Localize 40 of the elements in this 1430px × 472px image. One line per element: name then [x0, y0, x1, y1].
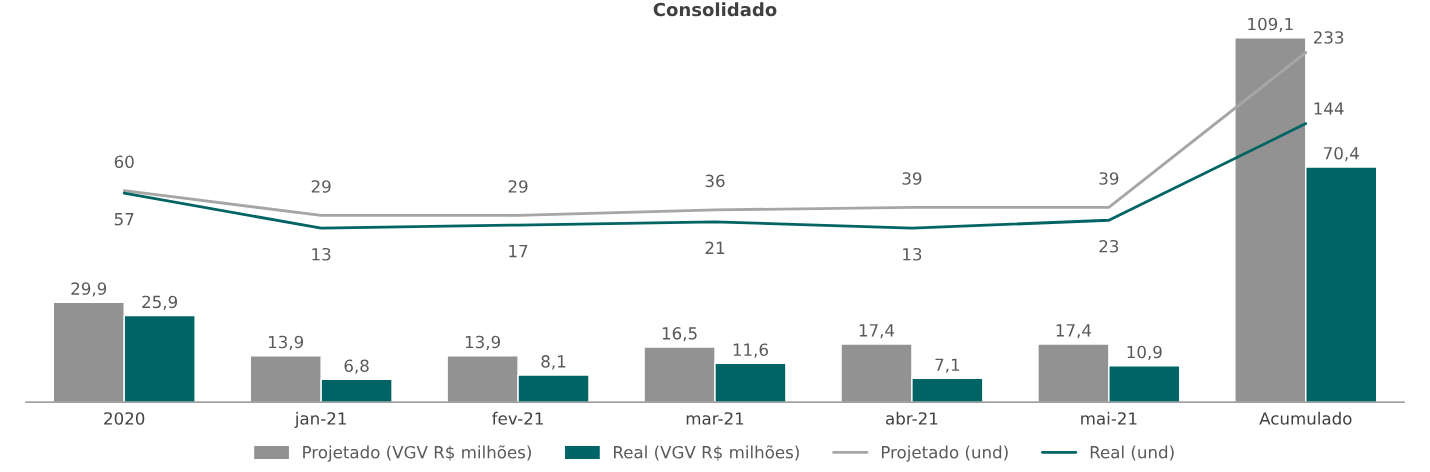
x-tick-label: mai-21	[1081, 411, 1137, 425]
data-label: 233	[1313, 31, 1344, 44]
data-label: 13	[903, 247, 922, 261]
data-label: 21	[705, 241, 725, 254]
data-label: 16,5	[662, 327, 697, 342]
data-label: 39	[902, 172, 922, 185]
data-label: 70,4	[1324, 146, 1359, 162]
data-label: 39	[1099, 172, 1119, 185]
legend-label: Projetado (VGV R$ milhões)	[303, 445, 531, 462]
data-label: 13,9	[268, 335, 304, 351]
data-label: 29,9	[71, 282, 107, 297]
x-tick-label: 2020	[104, 412, 145, 425]
data-label: 25,9	[142, 295, 178, 310]
x-tick-label: jan-21	[294, 411, 346, 428]
data-label: 23	[1099, 239, 1119, 253]
data-label: 109,1	[1248, 17, 1293, 33]
data-label: 10,9	[1127, 345, 1162, 361]
data-label: 29	[311, 180, 331, 193]
legend-label: Real (und)	[1090, 445, 1174, 461]
data-label: 6,8	[344, 359, 369, 374]
x-tick-label: fev-21	[492, 411, 543, 425]
data-label: 7,1	[935, 358, 960, 373]
data-label: 17,4	[859, 324, 895, 339]
data-label: 13,9	[465, 335, 500, 351]
data-label: 57	[114, 213, 134, 226]
data-label: 17,4	[1056, 324, 1092, 339]
x-tick-label: Acumulado	[1259, 411, 1352, 425]
x-tick-label: abr-21	[886, 411, 938, 425]
data-label: 144	[1314, 102, 1344, 115]
data-label: 60	[114, 155, 134, 169]
data-label: 13	[312, 247, 331, 261]
data-label: 11,6	[733, 343, 768, 358]
legend-label: Projetado (und)	[881, 445, 1008, 462]
legend-label: Real (VGV R$ milhões)	[614, 445, 799, 461]
data-label: 17	[509, 244, 528, 258]
x-tick-label: mar-21	[686, 412, 744, 425]
data-label: 8,1	[541, 355, 566, 370]
data-label: 29	[508, 180, 528, 193]
chart-title: Consolidado	[653, 2, 777, 17]
data-label: 36	[705, 174, 725, 188]
